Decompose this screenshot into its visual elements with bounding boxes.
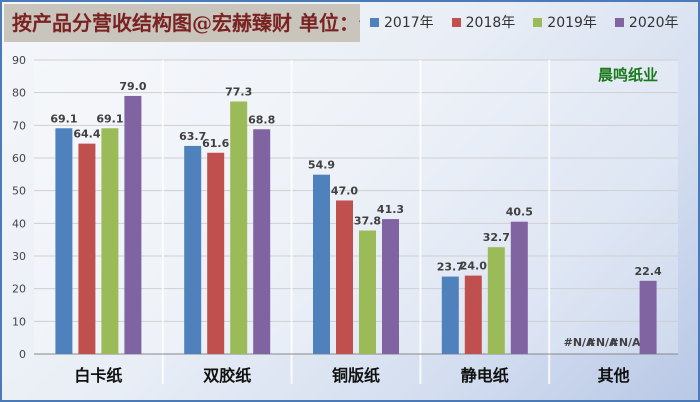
bar [253, 129, 271, 354]
data-label: 32.7 [483, 231, 510, 244]
legend-label: 2019年 [547, 15, 597, 31]
legend-label: 2018年 [465, 15, 516, 31]
chart-title: 按产品分营收结构图@宏赫臻财 单位：亿 [4, 4, 360, 42]
bar [487, 247, 505, 354]
category-label: 静电纸 [461, 366, 509, 385]
legend-item: 2020年 [614, 11, 679, 33]
data-label: 69.1 [96, 112, 123, 125]
category-label: 双胶纸 [203, 366, 251, 385]
legend-item: 2019年 [533, 11, 597, 33]
data-label: #N/A [564, 336, 595, 349]
category-label: 白卡纸 [74, 366, 122, 385]
category-label: 其他 [598, 366, 630, 385]
y-tick-label: 60 [12, 152, 26, 165]
bar [313, 174, 330, 354]
bar [55, 128, 73, 354]
y-tick-label: 50 [12, 185, 26, 198]
data-label: 40.5 [506, 206, 533, 219]
y-tick-label: 90 [12, 54, 26, 67]
data-label: 61.6 [202, 137, 229, 150]
legend-swatch [451, 17, 461, 27]
bar [78, 143, 96, 354]
data-label: 64.4 [73, 128, 100, 141]
legend: 2017年 2018年 2019年 2020年 [370, 11, 679, 33]
data-label: 47.0 [331, 184, 358, 197]
data-label: 69.1 [50, 112, 77, 125]
y-tick-label: 0 [19, 348, 26, 361]
bar [101, 128, 119, 354]
bar [124, 95, 142, 354]
bar [382, 219, 399, 354]
category-label: 铜版纸 [332, 366, 380, 385]
bar [441, 276, 459, 354]
y-tick-label: 20 [12, 283, 26, 296]
legend-swatch [370, 17, 379, 27]
legend-item: 2017年 [370, 11, 434, 33]
bar [639, 280, 657, 354]
chart-annotation: 晨鸣纸业 [598, 66, 658, 84]
y-tick-label: 70 [12, 119, 26, 132]
data-label: 41.3 [377, 203, 404, 216]
data-label: 68.8 [248, 113, 275, 126]
legend-label: 2020年 [628, 15, 679, 31]
data-label: 24.0 [460, 260, 487, 273]
bar [207, 152, 225, 354]
bar [184, 145, 202, 354]
bar [359, 230, 376, 354]
data-label: 37.8 [354, 215, 381, 228]
data-label: 63.7 [179, 130, 206, 143]
data-label: 23.7 [437, 261, 464, 274]
data-label: 77.3 [225, 85, 252, 98]
legend-item: 2018年 [451, 11, 516, 33]
bar [336, 200, 353, 354]
bar [464, 275, 482, 354]
legend-swatch [533, 17, 543, 27]
data-label: 54.9 [308, 159, 335, 172]
y-tick-label: 10 [12, 315, 26, 328]
legend-swatch [614, 17, 624, 27]
bar [510, 221, 528, 354]
data-label: #N/A [587, 336, 618, 349]
data-label: 79.0 [119, 80, 146, 93]
data-label: #N/A [610, 336, 641, 349]
y-tick-label: 80 [12, 87, 26, 100]
y-tick-label: 40 [12, 217, 26, 230]
data-label: 22.4 [635, 265, 662, 278]
bar [230, 101, 248, 354]
y-tick-label: 30 [12, 250, 26, 263]
legend-label: 2017年 [384, 15, 434, 31]
